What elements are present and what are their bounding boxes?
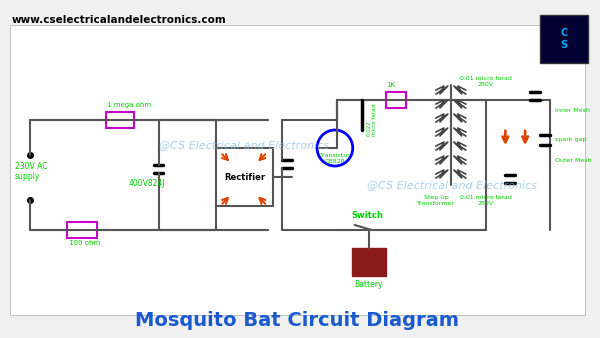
Text: Mosquito Bat Circuit Diagram: Mosquito Bat Circuit Diagram [135, 311, 459, 330]
Text: 0.022
micro farad: 0.022 micro farad [367, 104, 377, 136]
Text: Outer Mesh: Outer Mesh [555, 158, 592, 163]
Text: @CS Electrical and Electronics: @CS Electrical and Electronics [367, 180, 536, 190]
Text: 0.01 micro farad
280V: 0.01 micro farad 280V [460, 76, 511, 87]
Text: Switch: Switch [352, 211, 383, 220]
Text: 400V824J: 400V824J [128, 179, 165, 188]
Text: 0.01 micro farad
280V: 0.01 micro farad 280V [460, 195, 511, 206]
Text: Transistor
D882P: Transistor D882P [320, 153, 350, 164]
Text: 230V AC
supply: 230V AC supply [15, 162, 47, 182]
Text: Inner Mesh: Inner Mesh [555, 107, 590, 113]
Text: spark gap: spark gap [555, 138, 586, 143]
Text: Rectifier: Rectifier [224, 172, 265, 182]
FancyBboxPatch shape [10, 25, 584, 315]
FancyBboxPatch shape [386, 92, 406, 108]
Text: 1K: 1K [386, 82, 395, 88]
FancyBboxPatch shape [67, 222, 97, 238]
Text: @CS Electrical and Electronics: @CS Electrical and Electronics [158, 140, 329, 150]
FancyBboxPatch shape [352, 248, 386, 276]
Text: Battery: Battery [355, 280, 383, 289]
Text: Step Up
Transformer: Step Up Transformer [417, 195, 455, 206]
FancyBboxPatch shape [540, 15, 587, 63]
Text: 100 ohm: 100 ohm [70, 240, 101, 246]
Text: C
S: C S [560, 28, 568, 50]
Text: 1 mega ohm: 1 mega ohm [107, 102, 151, 108]
FancyBboxPatch shape [216, 148, 274, 206]
FancyBboxPatch shape [106, 112, 134, 128]
Text: www.cselectricalandelectronics.com: www.cselectricalandelectronics.com [12, 15, 227, 25]
